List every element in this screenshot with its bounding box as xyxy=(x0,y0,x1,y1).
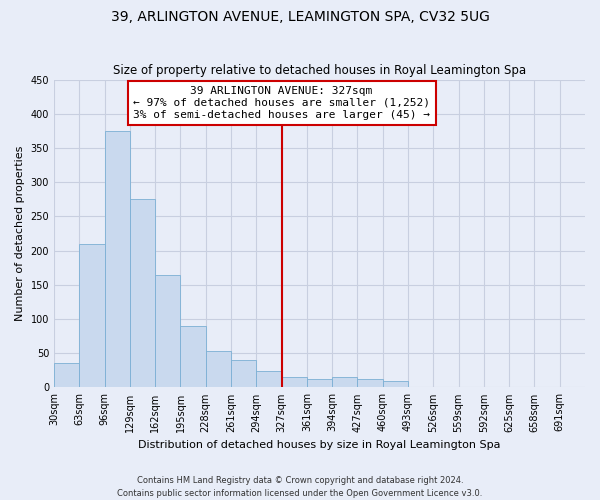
Bar xyxy=(332,377,358,388)
Text: 39, ARLINGTON AVENUE, LEAMINGTON SPA, CV32 5UG: 39, ARLINGTON AVENUE, LEAMINGTON SPA, CV… xyxy=(110,10,490,24)
Bar xyxy=(358,379,383,388)
Bar xyxy=(256,371,281,388)
Text: 39 ARLINGTON AVENUE: 327sqm
← 97% of detached houses are smaller (1,252)
3% of s: 39 ARLINGTON AVENUE: 327sqm ← 97% of det… xyxy=(133,86,430,120)
Bar xyxy=(206,351,231,388)
Bar xyxy=(54,364,79,388)
Bar xyxy=(79,244,104,388)
Bar xyxy=(181,326,206,388)
Bar xyxy=(383,380,408,388)
Bar xyxy=(155,274,181,388)
Y-axis label: Number of detached properties: Number of detached properties xyxy=(15,146,25,321)
Bar xyxy=(231,360,256,388)
Bar xyxy=(307,379,332,388)
Bar xyxy=(560,386,585,388)
Title: Size of property relative to detached houses in Royal Leamington Spa: Size of property relative to detached ho… xyxy=(113,64,526,77)
Bar xyxy=(104,131,130,388)
Bar xyxy=(458,386,484,388)
Text: Contains HM Land Registry data © Crown copyright and database right 2024.
Contai: Contains HM Land Registry data © Crown c… xyxy=(118,476,482,498)
Bar xyxy=(130,200,155,388)
Bar xyxy=(281,377,307,388)
X-axis label: Distribution of detached houses by size in Royal Leamington Spa: Distribution of detached houses by size … xyxy=(138,440,501,450)
